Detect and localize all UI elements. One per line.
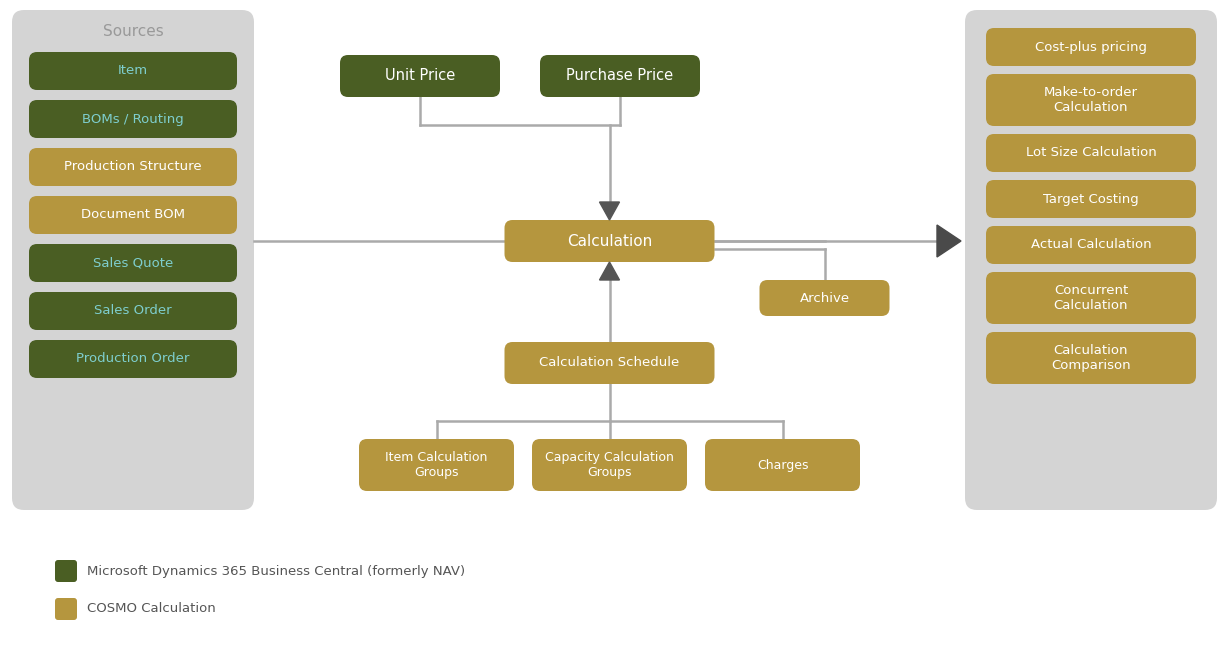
Text: BOMs / Routing: BOMs / Routing [82, 112, 183, 125]
Polygon shape [599, 262, 619, 280]
Text: Production Structure: Production Structure [64, 161, 202, 174]
FancyBboxPatch shape [986, 134, 1197, 172]
FancyBboxPatch shape [986, 180, 1197, 218]
FancyBboxPatch shape [30, 340, 238, 378]
FancyBboxPatch shape [30, 244, 238, 282]
FancyBboxPatch shape [505, 342, 714, 384]
Text: Item Calculation
Groups: Item Calculation Groups [385, 451, 487, 479]
FancyBboxPatch shape [359, 439, 515, 491]
Text: Microsoft Dynamics 365 Business Central (formerly NAV): Microsoft Dynamics 365 Business Central … [87, 564, 465, 577]
Text: Archive: Archive [799, 291, 849, 304]
Text: Sales Order: Sales Order [95, 304, 172, 317]
Text: Sources: Sources [102, 25, 164, 40]
Polygon shape [937, 225, 961, 257]
FancyBboxPatch shape [340, 55, 500, 97]
FancyBboxPatch shape [540, 55, 700, 97]
FancyBboxPatch shape [55, 598, 78, 620]
Text: Target Costing: Target Costing [1043, 192, 1139, 205]
Text: Actual Calculation: Actual Calculation [1030, 239, 1151, 252]
Text: Charges: Charges [757, 458, 809, 471]
FancyBboxPatch shape [30, 52, 238, 90]
Text: Capacity Calculation
Groups: Capacity Calculation Groups [545, 451, 673, 479]
Text: Calculation Schedule: Calculation Schedule [539, 356, 680, 369]
FancyBboxPatch shape [986, 332, 1197, 384]
Text: Calculation
Comparison: Calculation Comparison [1051, 344, 1131, 372]
FancyBboxPatch shape [532, 439, 687, 491]
Text: Make-to-order
Calculation: Make-to-order Calculation [1044, 86, 1137, 114]
FancyBboxPatch shape [30, 100, 238, 138]
Text: Purchase Price: Purchase Price [566, 68, 673, 83]
FancyBboxPatch shape [505, 220, 714, 262]
Text: COSMO Calculation: COSMO Calculation [87, 603, 215, 616]
Text: Calculation: Calculation [566, 233, 652, 248]
FancyBboxPatch shape [55, 560, 78, 582]
FancyBboxPatch shape [986, 74, 1197, 126]
Text: Concurrent
Calculation: Concurrent Calculation [1054, 284, 1129, 312]
Text: Lot Size Calculation: Lot Size Calculation [1025, 146, 1156, 159]
FancyBboxPatch shape [705, 439, 860, 491]
Text: Sales Quote: Sales Quote [92, 257, 174, 270]
Text: Production Order: Production Order [76, 352, 190, 365]
Polygon shape [599, 202, 619, 220]
FancyBboxPatch shape [760, 280, 890, 316]
FancyBboxPatch shape [30, 148, 238, 186]
FancyBboxPatch shape [30, 292, 238, 330]
Text: Item: Item [118, 64, 148, 77]
Text: Document BOM: Document BOM [81, 209, 185, 222]
FancyBboxPatch shape [986, 272, 1197, 324]
FancyBboxPatch shape [986, 226, 1197, 264]
FancyBboxPatch shape [12, 10, 254, 510]
Text: Unit Price: Unit Price [385, 68, 455, 83]
FancyBboxPatch shape [986, 28, 1197, 66]
FancyBboxPatch shape [965, 10, 1217, 510]
FancyBboxPatch shape [30, 196, 238, 234]
Text: Cost-plus pricing: Cost-plus pricing [1035, 40, 1147, 53]
